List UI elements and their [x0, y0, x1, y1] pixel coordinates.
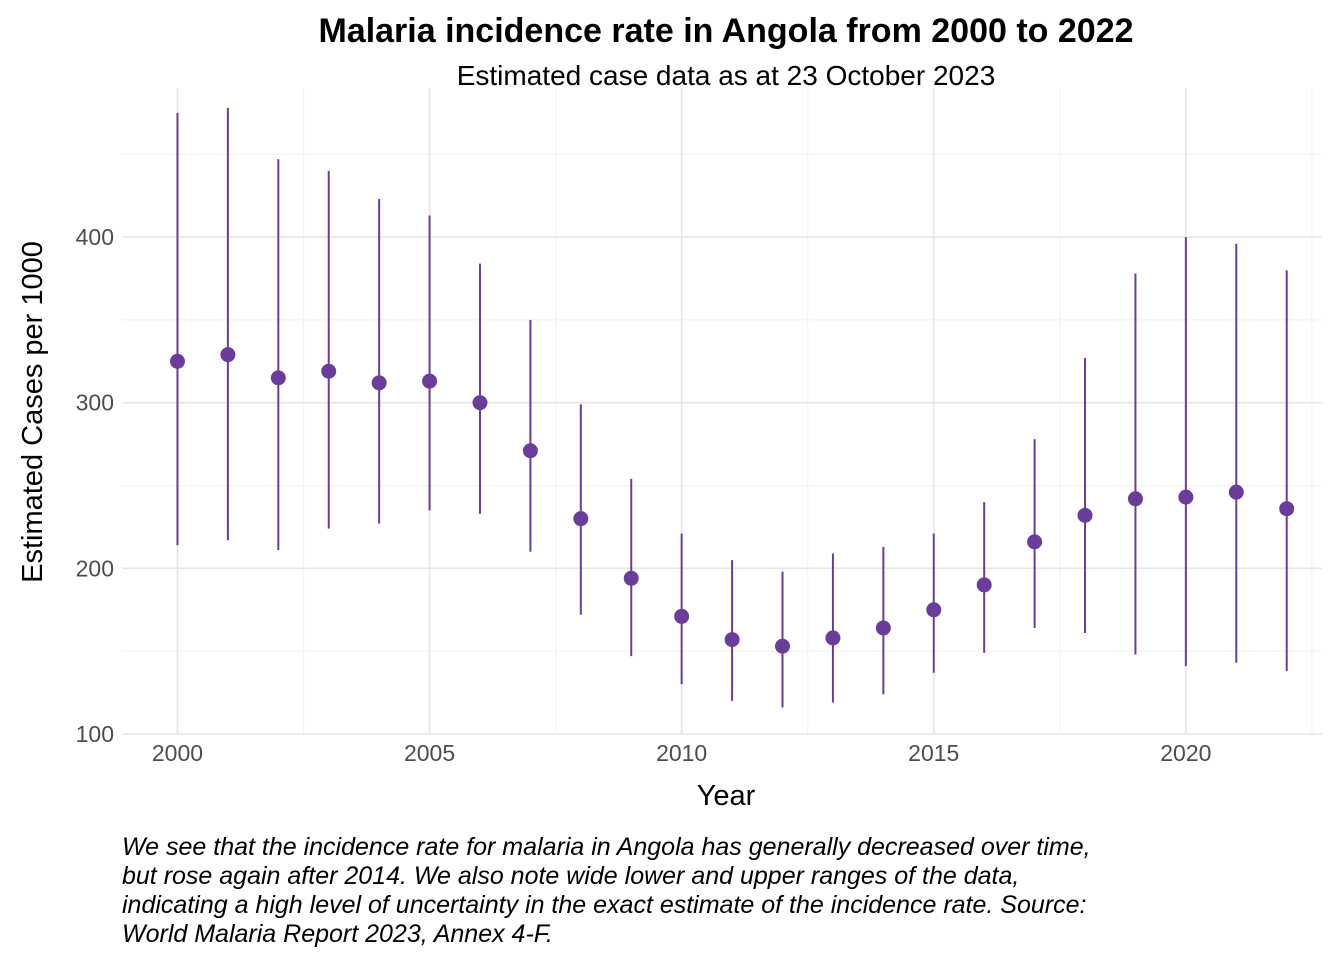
major-gridlines — [122, 88, 1322, 735]
data-point — [169, 353, 185, 369]
data-points — [169, 347, 1295, 654]
x-tick-label: 2020 — [1160, 740, 1211, 766]
data-point — [825, 630, 841, 646]
y-axis-title: Estimated Cases per 1000 — [17, 241, 49, 583]
minor-gridlines — [122, 88, 1322, 734]
x-axis-title: Year — [697, 780, 756, 812]
y-tick-label: 400 — [76, 224, 114, 250]
y-tick-labels: 100 200 300 400 — [76, 224, 114, 747]
data-point — [875, 620, 891, 636]
chart-subtitle: Estimated case data as at 23 October 202… — [456, 60, 996, 91]
data-point — [422, 373, 438, 389]
x-tick-label: 2015 — [908, 740, 959, 766]
data-point — [1027, 534, 1043, 550]
data-point — [1127, 491, 1143, 507]
error-bars — [176, 107, 1288, 708]
data-point — [270, 370, 286, 386]
x-tick-labels: 2000 2005 2010 2015 2020 — [152, 740, 1212, 766]
data-point — [1279, 501, 1295, 517]
chart-caption: We see that the incidence rate for malar… — [122, 833, 1091, 948]
x-tick-label: 2000 — [152, 740, 203, 766]
data-point — [472, 395, 488, 411]
data-point — [220, 347, 236, 363]
data-point — [573, 511, 589, 527]
data-point — [522, 443, 538, 459]
data-point — [724, 632, 740, 648]
data-point — [1077, 507, 1093, 523]
y-tick-label: 300 — [76, 390, 114, 416]
data-point — [976, 577, 992, 593]
data-point — [623, 570, 639, 586]
data-point — [321, 363, 337, 379]
chart-title: Malaria incidence rate in Angola from 20… — [318, 12, 1134, 50]
data-point — [926, 602, 942, 618]
x-tick-label: 2010 — [656, 740, 707, 766]
data-point — [674, 608, 690, 624]
x-tick-label: 2005 — [404, 740, 455, 766]
data-point — [1178, 489, 1194, 505]
y-tick-label: 200 — [76, 555, 114, 581]
data-point — [775, 638, 791, 654]
data-point — [371, 375, 387, 391]
y-tick-label: 100 — [76, 721, 114, 747]
data-point — [1228, 484, 1244, 500]
